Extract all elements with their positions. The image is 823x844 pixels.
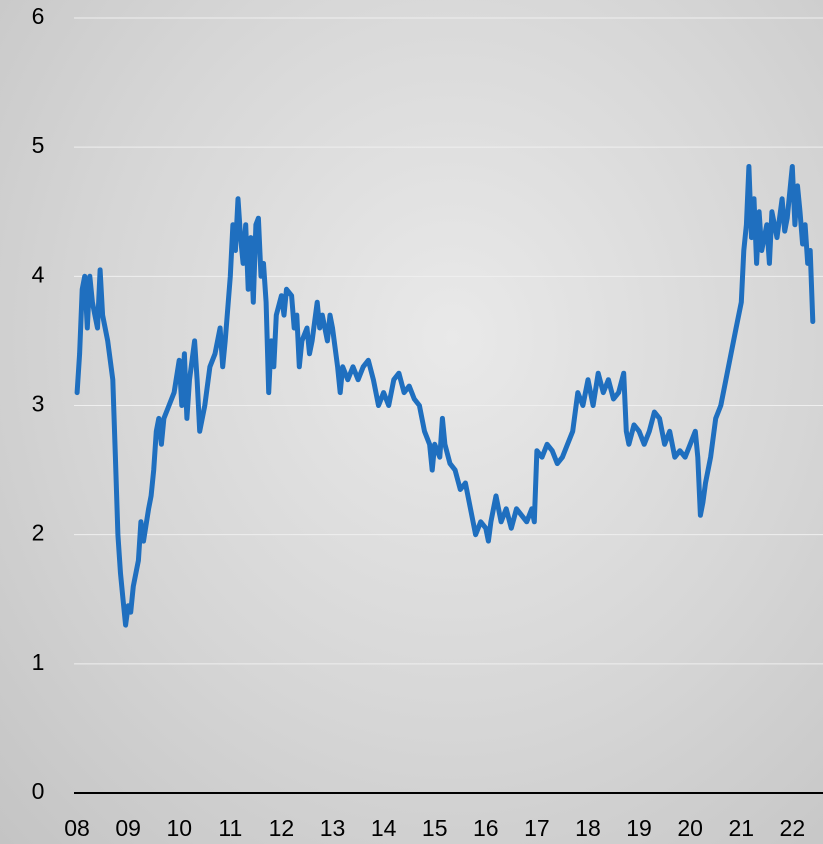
x-tick-label: 15 [422,815,448,841]
y-tick-label: 3 [32,391,45,417]
x-tick-label: 09 [115,815,141,841]
x-tick-label: 22 [780,815,806,841]
x-tick-label: 08 [64,815,90,841]
y-tick-label: 0 [32,778,45,804]
x-tick-label: 21 [728,815,754,841]
x-tick-label: 14 [371,815,397,841]
x-tick-label: 11 [218,815,242,841]
data-line [74,164,816,628]
y-tick-label: 4 [32,261,45,287]
x-tick-label: 18 [575,815,601,841]
x-tick-label: 10 [166,815,192,841]
y-tick-label: 6 [32,3,45,29]
x-tick-label: 12 [269,815,295,841]
x-tick-label: 13 [320,815,346,841]
y-tick-label: 2 [32,520,45,546]
x-tick-label: 16 [473,815,499,841]
x-tick-label: 20 [677,815,703,841]
x-tick-label: 17 [524,815,550,841]
y-tick-label: 5 [32,132,45,158]
x-tick-label: 19 [626,815,652,841]
y-tick-label: 1 [32,649,45,675]
